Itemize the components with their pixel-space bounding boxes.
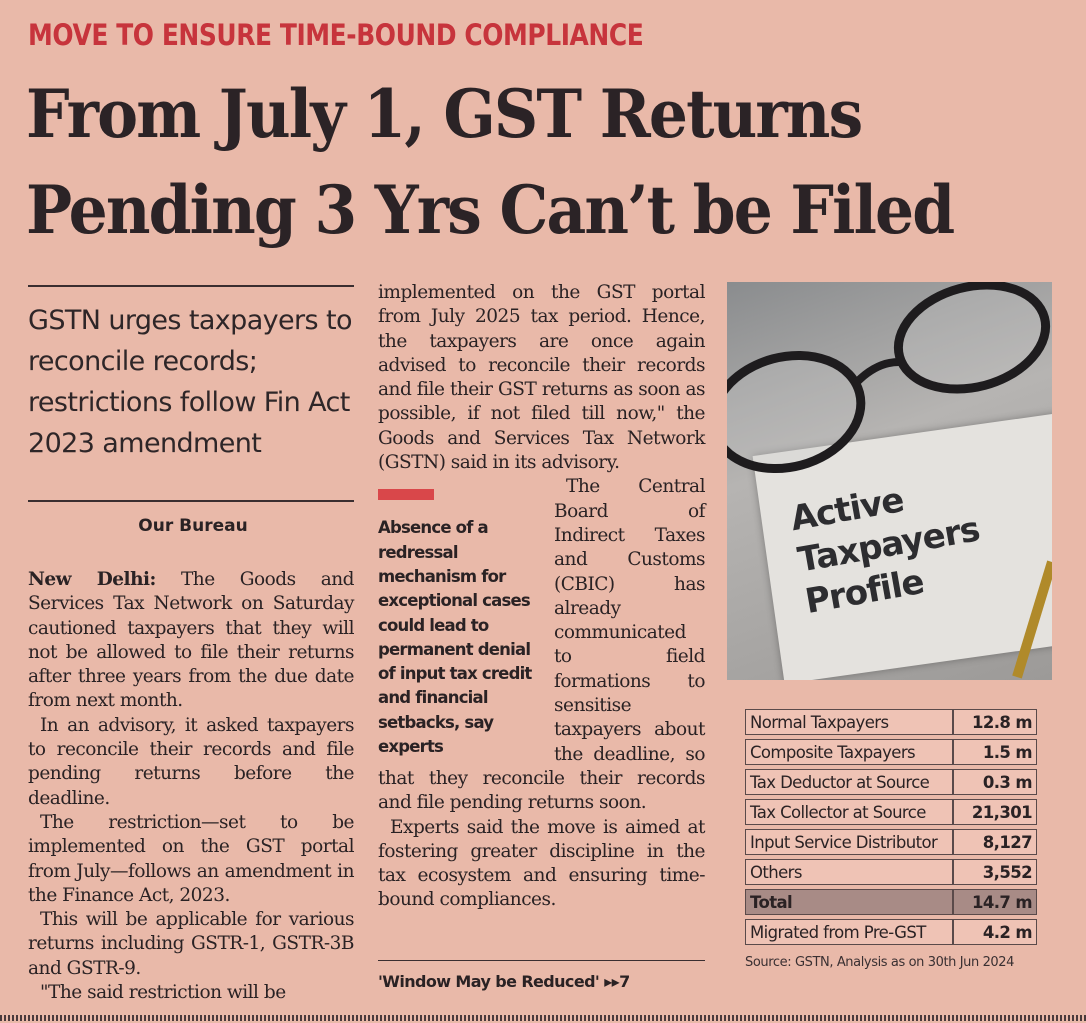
paragraph: This will be applicable for various retu… bbox=[28, 909, 355, 979]
pull-quote-bar bbox=[378, 489, 434, 501]
table-row: Tax Deductor at Source 0.3 m bbox=[745, 769, 1037, 795]
divider bbox=[378, 960, 705, 961]
paragraph: implemented on the GST portal from July … bbox=[378, 282, 706, 474]
deck: GSTN urges taxpayers to reconcile record… bbox=[28, 305, 353, 459]
headline: From July 1, GST Returns Pending 3 Yrs C… bbox=[26, 66, 993, 258]
article-column-2: implemented on the GST portal from July … bbox=[378, 281, 706, 913]
dateline: New Delhi: bbox=[28, 569, 156, 590]
headline-line-1: From July 1, GST Returns bbox=[26, 75, 863, 153]
table-row: Composite Taxpayers 1.5 m bbox=[745, 739, 1037, 765]
table-row: Tax Collector at Source 21,301 bbox=[745, 799, 1037, 825]
double-arrow-icon: ▸▸ bbox=[604, 972, 620, 991]
table-row: Input Service Distributor 8,127 bbox=[745, 829, 1037, 855]
glasses-icon bbox=[727, 282, 1052, 679]
dotted-border bbox=[0, 1015, 1086, 1021]
photo-active-taxpayers: Active Taxpayers Profile bbox=[727, 282, 1052, 680]
article-column-1: New Delhi: The Goods and Services Tax Ne… bbox=[28, 568, 355, 1005]
paragraph: Experts said the move is aimed at foster… bbox=[378, 816, 706, 911]
row-label: Tax Deductor at Source bbox=[745, 769, 953, 795]
paragraph: New Delhi: The Goods and Services Tax Ne… bbox=[28, 569, 355, 712]
row-value: 3,552 bbox=[953, 859, 1037, 885]
kicker: MOVE TO ENSURE TIME-BOUND COMPLIANCE bbox=[28, 18, 644, 52]
pull-quote: Absence of a redressal mechanism for exc… bbox=[378, 489, 546, 759]
continued-reference: 'Window May be Reduced' ▸▸7 bbox=[378, 972, 630, 991]
headline-line-2: Pending 3 Yrs Can’t be Filed bbox=[26, 171, 955, 249]
row-value: 0.3 m bbox=[953, 769, 1037, 795]
row-label: Normal Taxpayers bbox=[745, 709, 953, 735]
table-row: Normal Taxpayers 12.8 m bbox=[745, 709, 1037, 735]
taxpayers-table: Normal Taxpayers 12.8 m Composite Taxpayer… bbox=[745, 705, 1037, 949]
row-label: Others bbox=[745, 859, 953, 885]
pull-quote-text: Absence of a redressal mechanism for exc… bbox=[378, 518, 532, 757]
table-row: Total 14.7 m bbox=[745, 889, 1037, 915]
row-value: 21,301 bbox=[953, 799, 1037, 825]
paragraph: The Central Board of Indirect Taxes and … bbox=[378, 476, 706, 814]
table-row: Migrated from Pre-GST 4.2 m bbox=[745, 919, 1037, 945]
row-label: Tax Collector at Source bbox=[745, 799, 953, 825]
row-value: 4.2 m bbox=[953, 919, 1037, 945]
paragraph: "The said restriction will be bbox=[40, 982, 286, 1004]
row-value: 12.8 m bbox=[953, 709, 1037, 735]
row-label: Migrated from Pre-GST bbox=[745, 919, 953, 945]
paragraph: In an advisory, it asked taxpayers to re… bbox=[28, 714, 355, 809]
row-value: 14.7 m bbox=[953, 889, 1037, 915]
row-label: Input Service Distributor bbox=[745, 829, 953, 855]
divider bbox=[28, 500, 354, 502]
divider bbox=[28, 285, 354, 287]
row-label: Total bbox=[745, 889, 953, 915]
paragraph: The restriction—set to be implemented on… bbox=[28, 811, 355, 906]
row-value: 1.5 m bbox=[953, 739, 1037, 765]
byline: Our Bureau bbox=[138, 516, 248, 536]
row-value: 8,127 bbox=[953, 829, 1037, 855]
table-row: Others 3,552 bbox=[745, 859, 1037, 885]
table-source: Source: GSTN, Analysis as on 30th Jun 20… bbox=[745, 955, 1015, 970]
row-label: Composite Taxpayers bbox=[745, 739, 953, 765]
